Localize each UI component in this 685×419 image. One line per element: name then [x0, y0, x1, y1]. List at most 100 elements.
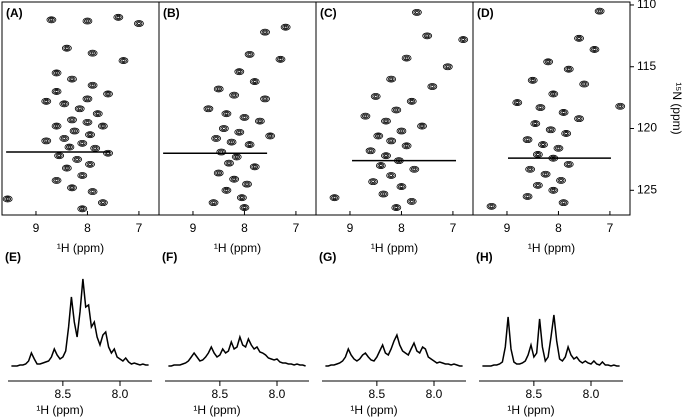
contour — [377, 163, 385, 168]
contour — [206, 107, 211, 111]
peak — [87, 49, 98, 57]
x-axis-label: ¹H (ppm) — [528, 241, 575, 255]
peak — [527, 76, 538, 84]
peak — [260, 28, 270, 36]
contour — [224, 112, 229, 116]
peak — [548, 90, 559, 98]
contour — [563, 160, 574, 168]
peak — [85, 160, 95, 168]
peak — [211, 134, 222, 142]
peak — [90, 144, 101, 152]
x-axis-label: ¹H (ppm) — [350, 403, 397, 417]
peak — [229, 91, 240, 99]
peak — [103, 149, 113, 157]
contour — [92, 110, 103, 118]
contour — [404, 144, 409, 148]
contour — [529, 77, 537, 83]
contour — [534, 152, 542, 157]
contour — [275, 55, 286, 63]
peak — [97, 122, 108, 130]
contour — [409, 99, 414, 103]
contour — [230, 92, 238, 98]
contour — [99, 123, 107, 129]
contour — [68, 117, 76, 123]
contour — [213, 85, 224, 93]
contour — [615, 102, 626, 110]
contour — [329, 194, 340, 202]
peak — [118, 57, 129, 64]
contour — [512, 99, 523, 106]
contour — [61, 44, 72, 52]
contour — [553, 144, 564, 152]
contour — [80, 141, 85, 145]
peak — [589, 46, 600, 53]
peak — [535, 104, 546, 111]
peak — [92, 110, 103, 118]
peak — [522, 193, 533, 200]
contour — [234, 68, 245, 76]
contour — [221, 186, 232, 194]
contour — [367, 148, 374, 154]
contour — [53, 89, 60, 94]
peak — [391, 204, 402, 211]
peak — [381, 117, 391, 125]
panel-label: (C) — [320, 6, 337, 20]
contour — [103, 90, 113, 98]
contour — [239, 113, 250, 121]
contour — [116, 15, 121, 19]
contour — [549, 91, 557, 97]
contour — [236, 194, 247, 202]
contour — [135, 21, 143, 26]
contour — [230, 176, 238, 182]
contour — [239, 196, 244, 200]
contour — [459, 37, 467, 42]
peak — [51, 177, 62, 184]
contour — [64, 46, 69, 50]
contour — [242, 180, 252, 188]
contour — [239, 204, 250, 211]
peak — [417, 122, 427, 130]
contour — [547, 127, 555, 133]
contour — [2, 195, 13, 203]
spectrum — [168, 334, 306, 367]
contour — [386, 137, 397, 145]
contour — [223, 187, 230, 193]
peak — [69, 127, 80, 135]
contour — [84, 18, 91, 24]
panel-label: (E) — [5, 250, 21, 264]
contour — [54, 90, 59, 93]
contour — [486, 202, 497, 210]
peak — [213, 85, 224, 93]
contour — [232, 177, 237, 181]
contour — [428, 84, 436, 89]
x-axis-label: ¹H (ppm) — [371, 241, 418, 255]
contour — [394, 206, 399, 209]
contour — [574, 115, 584, 123]
contour — [373, 94, 378, 98]
y-axis-label: ¹⁵N (ppm) — [670, 82, 684, 134]
peak — [422, 32, 433, 40]
contour — [67, 145, 72, 149]
peak — [458, 36, 469, 43]
contour — [216, 171, 221, 175]
contour — [565, 66, 573, 72]
contour — [616, 103, 624, 109]
contour — [566, 162, 571, 166]
contour — [63, 45, 71, 51]
contour — [84, 119, 91, 125]
contour — [266, 133, 274, 139]
panel-label: (A) — [6, 6, 23, 20]
contour — [75, 158, 80, 161]
contour — [278, 57, 283, 61]
peak — [548, 186, 559, 194]
contour — [77, 139, 88, 147]
peak — [525, 165, 536, 173]
contour — [589, 46, 600, 53]
contour — [77, 172, 88, 179]
contour — [406, 97, 417, 105]
contour — [422, 32, 433, 40]
peak — [249, 78, 260, 85]
x-tick-label: 9 — [190, 221, 197, 235]
peak — [249, 163, 260, 171]
peak — [87, 81, 98, 89]
